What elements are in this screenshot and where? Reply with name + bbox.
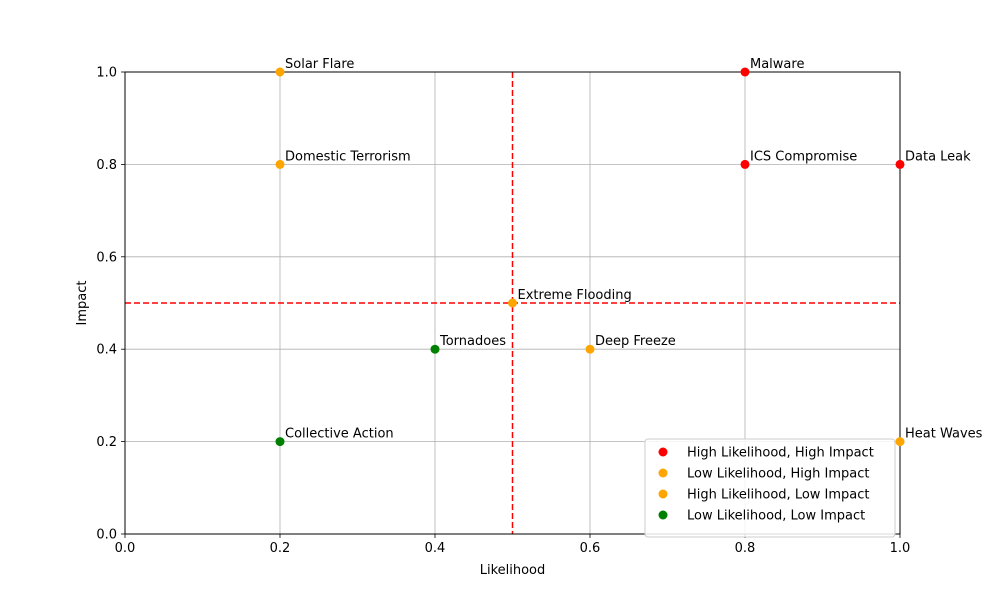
point-labels: Malware ICS Compromise Data Leak Solar Flar… [285, 57, 983, 442]
data-point [895, 437, 905, 447]
data-point [508, 298, 517, 308]
plot-area-frame [124, 71, 901, 535]
point-label: Collective Action [285, 427, 394, 442]
data-point [275, 159, 285, 169]
point-label: Heat Waves [905, 427, 983, 442]
y-tick-label: 0.0 [96, 528, 117, 543]
x-tick-label: 0.2 [270, 541, 291, 556]
x-tick-label: 0.8 [735, 541, 756, 556]
data-point [275, 67, 285, 77]
point-label: ICS Compromise [750, 149, 857, 164]
data-point [275, 437, 285, 447]
point-label: Domestic Terrorism [285, 149, 411, 164]
legend: High Likelihood, High Impact Low Likeliho… [644, 438, 896, 538]
point-label: Tornadoes [439, 334, 506, 349]
legend-entry-label: High Likelihood, Low Impact [687, 488, 870, 503]
y-tick-label: 0.6 [96, 250, 117, 265]
y-tick-label: 0.2 [96, 435, 117, 450]
point-label: Solar Flare [285, 57, 354, 72]
point-label: Data Leak [905, 149, 971, 164]
data-point [895, 159, 905, 169]
legend-entry-label: High Likelihood, High Impact [687, 446, 874, 461]
data-point [430, 344, 440, 354]
data-point [740, 159, 750, 169]
data-point [740, 67, 750, 77]
legend-marker [658, 468, 668, 478]
legend-frame [644, 438, 896, 538]
point-label: Extreme Flooding [518, 288, 632, 303]
x-tick-label: 0.0 [115, 541, 136, 556]
legend-entry-label: Low Likelihood, High Impact [687, 467, 870, 482]
x-tick-label: 0.6 [580, 541, 601, 556]
y-tick-label: 1.0 [96, 66, 117, 81]
x-tick-label: 1.0 [890, 541, 911, 556]
y-tick-label: 0.4 [96, 343, 117, 358]
point-label: Deep Freeze [595, 334, 676, 349]
x-axis-label: Likelihood [480, 563, 546, 578]
data-point [585, 344, 595, 354]
axis-ticks: 0.0 0.2 0.4 0.6 0.8 1.0 0.0 0.2 0.4 0.6 0.8 1.0 [96, 66, 910, 557]
point-label: Malware [750, 57, 804, 72]
legend-marker [658, 489, 668, 499]
x-tick-label: 0.4 [425, 541, 446, 556]
legend-marker [658, 510, 668, 520]
legend-entry-label: Low Likelihood, Low Impact [687, 509, 865, 524]
legend-marker [658, 447, 668, 457]
y-axis-label: Impact [75, 281, 90, 326]
data-points [275, 67, 905, 447]
y-tick-label: 0.8 [96, 158, 117, 173]
